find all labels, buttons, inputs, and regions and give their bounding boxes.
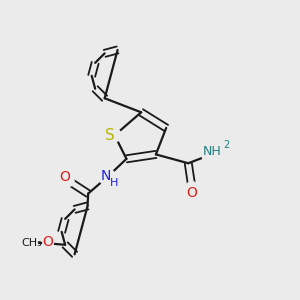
- Circle shape: [202, 145, 221, 164]
- Text: O: O: [43, 235, 53, 249]
- Text: 2: 2: [223, 140, 229, 150]
- Circle shape: [62, 175, 74, 187]
- Circle shape: [43, 238, 53, 249]
- Text: S: S: [105, 128, 115, 143]
- Circle shape: [108, 129, 121, 142]
- Circle shape: [99, 169, 116, 185]
- Text: CH₃: CH₃: [21, 238, 42, 248]
- Text: O: O: [59, 170, 70, 184]
- Text: H: H: [110, 178, 118, 188]
- Text: O: O: [186, 186, 197, 200]
- Circle shape: [187, 182, 197, 192]
- Text: N: N: [101, 169, 111, 183]
- Text: NH: NH: [203, 145, 222, 158]
